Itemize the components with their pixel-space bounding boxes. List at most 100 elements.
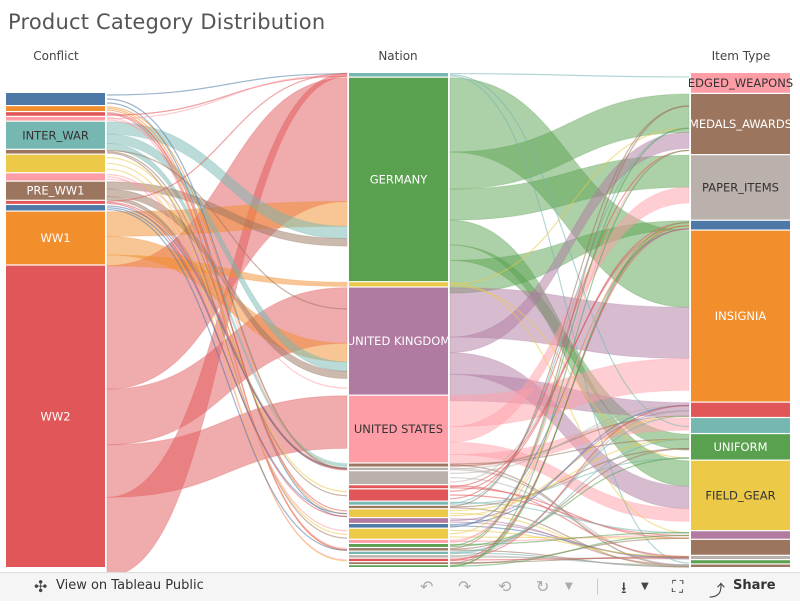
node-inter-war[interactable] bbox=[6, 121, 105, 149]
view-on-tableau-public-link[interactable]: View on Tableau Public bbox=[56, 578, 204, 593]
node-col1-2[interactable] bbox=[349, 282, 448, 287]
flow-strand-1-17-1 bbox=[449, 127, 690, 547]
node-col2-9[interactable] bbox=[691, 531, 790, 539]
node-col0-6[interactable] bbox=[6, 154, 105, 173]
node-layer: INTER_WAR PRE_WW1 WW1 WW2 GERMANY UNITED KING… bbox=[6, 73, 793, 567]
node-paper-items[interactable] bbox=[691, 155, 790, 220]
tableau-logo-icon[interactable]: ✣ bbox=[34, 577, 48, 596]
flow-strand-1-10-0 bbox=[449, 501, 690, 534]
flow-ww1-to-other-6[interactable] bbox=[106, 254, 348, 287]
node-col1-10[interactable] bbox=[349, 501, 448, 505]
toolbar-divider bbox=[597, 579, 598, 595]
flow-strand-0-3-0 bbox=[106, 116, 348, 550]
node-pre-ww1[interactable] bbox=[6, 181, 105, 200]
node-col1-21[interactable] bbox=[349, 558, 448, 562]
node-edged-weapons[interactable] bbox=[691, 73, 790, 93]
node-field-gear-label: FIELD_GEAR bbox=[705, 488, 775, 502]
flow-strand-1-16-2 bbox=[449, 149, 690, 543]
flow-strand-0-10-2 bbox=[106, 208, 348, 551]
dropdown-caret-icon[interactable]: ▼ bbox=[565, 581, 573, 592]
node-col2-11[interactable] bbox=[691, 555, 790, 560]
node-col0-3[interactable] bbox=[6, 116, 105, 121]
flow-strand-0-5-0 bbox=[106, 149, 348, 310]
flow-strand-0-9-0 bbox=[106, 73, 348, 202]
node-germany[interactable] bbox=[349, 77, 448, 282]
node-col0-10[interactable] bbox=[6, 205, 105, 211]
node-col0-5[interactable] bbox=[6, 149, 105, 154]
node-ww2[interactable] bbox=[6, 265, 105, 567]
node-col1-8[interactable] bbox=[349, 485, 448, 489]
node-paper-items-label: PAPER_ITEMS bbox=[702, 180, 779, 194]
node-col1-0[interactable] bbox=[349, 73, 448, 77]
node-united-kingdom[interactable] bbox=[349, 287, 448, 395]
flow-strand-1-23-2 bbox=[449, 149, 690, 568]
node-col0-0[interactable] bbox=[6, 93, 105, 105]
undo-icon[interactable]: ↶ bbox=[420, 577, 434, 596]
revert-icon[interactable]: ⟲ bbox=[498, 577, 512, 596]
column-headers: Conflict Nation Item Type bbox=[33, 49, 770, 63]
node-col0-7[interactable] bbox=[6, 173, 105, 181]
node-col1-14[interactable] bbox=[349, 524, 448, 528]
node-col1-6[interactable] bbox=[349, 467, 448, 471]
node-col2-6[interactable] bbox=[691, 418, 790, 433]
refresh-icon[interactable]: ↻ bbox=[536, 577, 550, 596]
node-ww1[interactable] bbox=[6, 211, 105, 265]
node-col0-2[interactable] bbox=[6, 112, 105, 116]
sankey-chart: INTER_WAR PRE_WW1 WW1 WW2 GERMANY UNITED KING… bbox=[6, 49, 793, 572]
node-col2-10[interactable] bbox=[691, 539, 790, 555]
flow-strand-1-8-0 bbox=[449, 485, 690, 558]
node-col1-17[interactable] bbox=[349, 544, 448, 547]
flow-strand-1-10-1 bbox=[449, 127, 690, 504]
node-col1-13[interactable] bbox=[349, 518, 448, 523]
flow-strand-1-5-2 bbox=[449, 415, 690, 467]
node-col1-15[interactable] bbox=[349, 528, 448, 539]
node-col2-13[interactable] bbox=[691, 564, 790, 567]
flow-strand-1-17-2 bbox=[449, 457, 690, 548]
redo-icon[interactable]: ↷ bbox=[458, 577, 472, 596]
node-col1-22[interactable] bbox=[349, 562, 448, 565]
node-ww2-label: WW2 bbox=[40, 409, 70, 423]
node-col1-19[interactable] bbox=[349, 551, 448, 555]
node-col1-20[interactable] bbox=[349, 555, 448, 558]
node-col1-7[interactable] bbox=[349, 471, 448, 485]
flow-strand-0-2-0 bbox=[106, 112, 348, 512]
share-button[interactable]: Share bbox=[733, 578, 776, 593]
node-field-gear[interactable] bbox=[691, 460, 790, 531]
flow-inter-war-to-germany[interactable] bbox=[106, 121, 348, 240]
share-icon[interactable]: ⤴ bbox=[709, 581, 726, 600]
node-uniform[interactable] bbox=[691, 434, 790, 460]
download-icon[interactable]: ⭳ bbox=[621, 578, 627, 597]
flow-strand-1-2-1 bbox=[449, 127, 690, 285]
flow-strand-1-23-0 bbox=[449, 221, 690, 567]
download-caret-icon[interactable]: ▼ bbox=[641, 581, 649, 592]
flow-strand-1-11-1 bbox=[449, 448, 690, 508]
flow-layer bbox=[106, 72, 690, 572]
node-united-states[interactable] bbox=[349, 395, 448, 463]
node-col2-3[interactable] bbox=[691, 220, 790, 230]
node-col0-1[interactable] bbox=[6, 106, 105, 111]
node-col0-9[interactable] bbox=[6, 200, 105, 204]
flow-strand-0-7-0 bbox=[106, 173, 348, 532]
fullscreen-icon[interactable]: ⛶ bbox=[672, 577, 684, 596]
flow-united-kingdom-to-medals-awards[interactable] bbox=[449, 131, 690, 354]
node-col1-18[interactable] bbox=[349, 548, 448, 551]
flow-strand-1-20-0 bbox=[449, 555, 690, 566]
node-col1-5[interactable] bbox=[349, 463, 448, 467]
node-insignia-label: INSIGNIA bbox=[715, 309, 767, 323]
node-medals-awards[interactable] bbox=[691, 94, 790, 155]
column-header-conflict: Conflict bbox=[33, 49, 79, 63]
node-col1-11[interactable] bbox=[349, 505, 448, 509]
node-insignia[interactable] bbox=[691, 230, 790, 402]
node-germany-label: GERMANY bbox=[370, 172, 429, 186]
node-col1-9[interactable] bbox=[349, 489, 448, 501]
chart-title: Product Category Distribution bbox=[8, 10, 326, 34]
flow-strand-1-9-2 bbox=[449, 149, 690, 500]
flow-strand-1-6-0 bbox=[449, 467, 690, 566]
node-col1-16[interactable] bbox=[349, 539, 448, 543]
node-col2-5[interactable] bbox=[691, 402, 790, 417]
flow-strand-1-15-2 bbox=[449, 536, 690, 539]
node-col1-12[interactable] bbox=[349, 509, 448, 517]
node-col1-23[interactable] bbox=[349, 565, 448, 567]
flow-strand-1-17-0 bbox=[449, 532, 690, 546]
node-col2-12[interactable] bbox=[691, 560, 790, 564]
